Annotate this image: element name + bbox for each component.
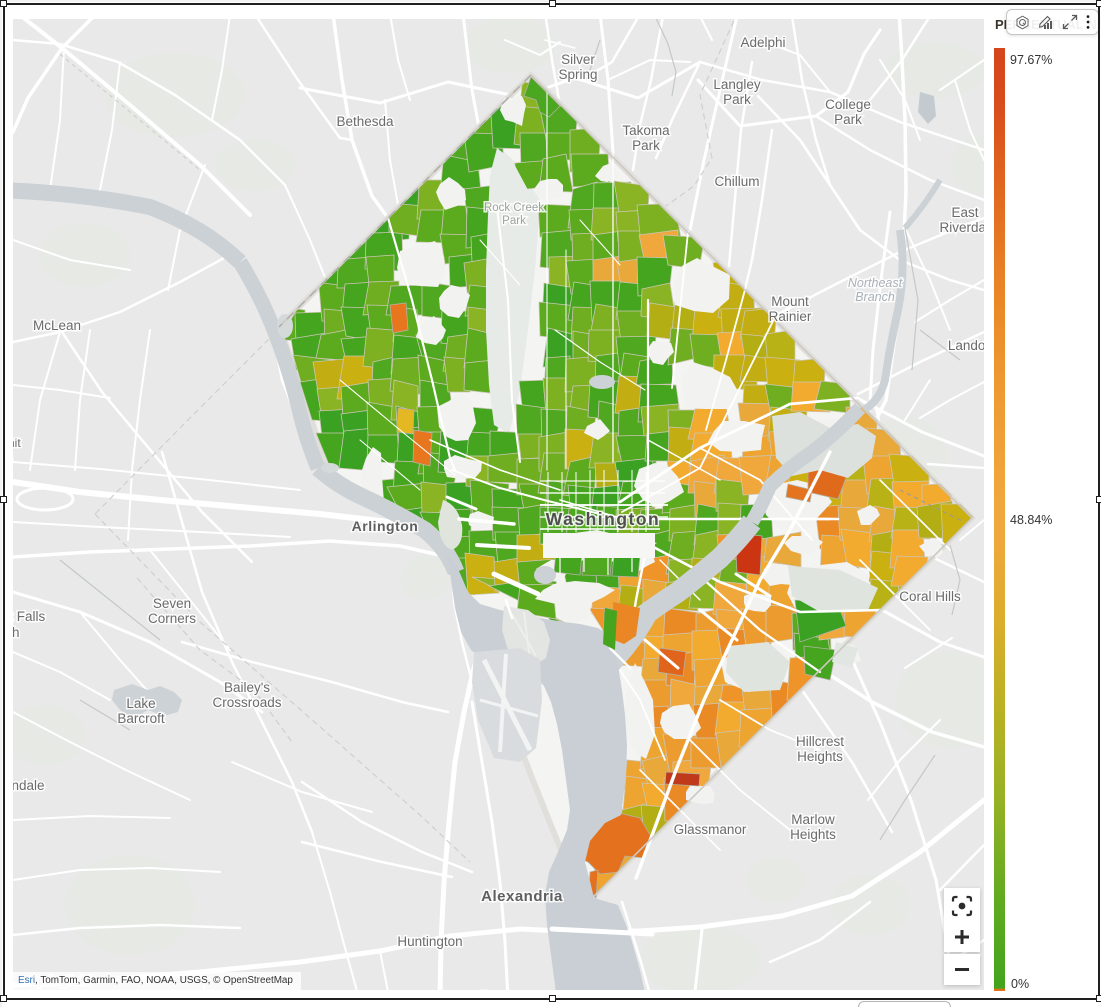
- svg-text:Riverdale: Riverdale: [939, 220, 984, 235]
- svg-text:Church: Church: [13, 625, 20, 640]
- svg-text:Bailey's: Bailey's: [224, 680, 270, 695]
- svg-text:Corners: Corners: [148, 611, 196, 626]
- svg-text:Adelphi: Adelphi: [740, 35, 785, 50]
- svg-text:East Falls: East Falls: [13, 609, 46, 624]
- svg-text:Heights: Heights: [797, 749, 843, 764]
- svg-text:Takoma: Takoma: [622, 123, 670, 138]
- svg-text:Glassmanor: Glassmanor: [674, 822, 747, 837]
- svg-text:Annandale: Annandale: [13, 778, 45, 793]
- svg-text:Park: Park: [632, 138, 660, 153]
- svg-text:Landover: Landover: [948, 338, 984, 353]
- svg-text:Bethesda: Bethesda: [336, 114, 394, 129]
- svg-text:Pimmit: Pimmit: [13, 436, 21, 450]
- svg-text:Crossroads: Crossroads: [212, 695, 281, 710]
- svg-text:Barcroft: Barcroft: [117, 711, 165, 726]
- svg-text:Marlow: Marlow: [791, 812, 835, 827]
- svg-text:Lake: Lake: [126, 696, 155, 711]
- svg-text:Silver: Silver: [561, 52, 595, 67]
- svg-text:Park: Park: [834, 112, 862, 127]
- svg-text:Arlington: Arlington: [352, 518, 419, 534]
- svg-text:Coral Hills: Coral Hills: [899, 589, 961, 604]
- svg-text:Park: Park: [502, 215, 526, 227]
- svg-text:Park: Park: [723, 92, 751, 107]
- svg-text:Rock Creek: Rock Creek: [484, 202, 544, 214]
- svg-text:Spring: Spring: [558, 67, 597, 82]
- svg-text:Heights: Heights: [790, 827, 836, 842]
- svg-text:Northeast: Northeast: [848, 276, 903, 290]
- svg-text:Belle: Belle: [465, 989, 495, 990]
- svg-text:College: College: [825, 97, 871, 112]
- svg-text:Seven: Seven: [153, 596, 191, 611]
- svg-text:Branch: Branch: [855, 290, 895, 304]
- svg-text:Chillum: Chillum: [714, 174, 759, 189]
- svg-text:McLean: McLean: [33, 318, 81, 333]
- svg-text:Huntington: Huntington: [397, 934, 462, 949]
- svg-text:Washington: Washington: [546, 509, 660, 529]
- svg-text:Hillcrest: Hillcrest: [796, 734, 844, 749]
- svg-text:Langley: Langley: [713, 77, 761, 92]
- svg-text:Mount: Mount: [771, 294, 809, 309]
- svg-text:East: East: [951, 205, 978, 220]
- svg-text:Rainier: Rainier: [769, 309, 812, 324]
- svg-text:Alexandria: Alexandria: [481, 888, 563, 905]
